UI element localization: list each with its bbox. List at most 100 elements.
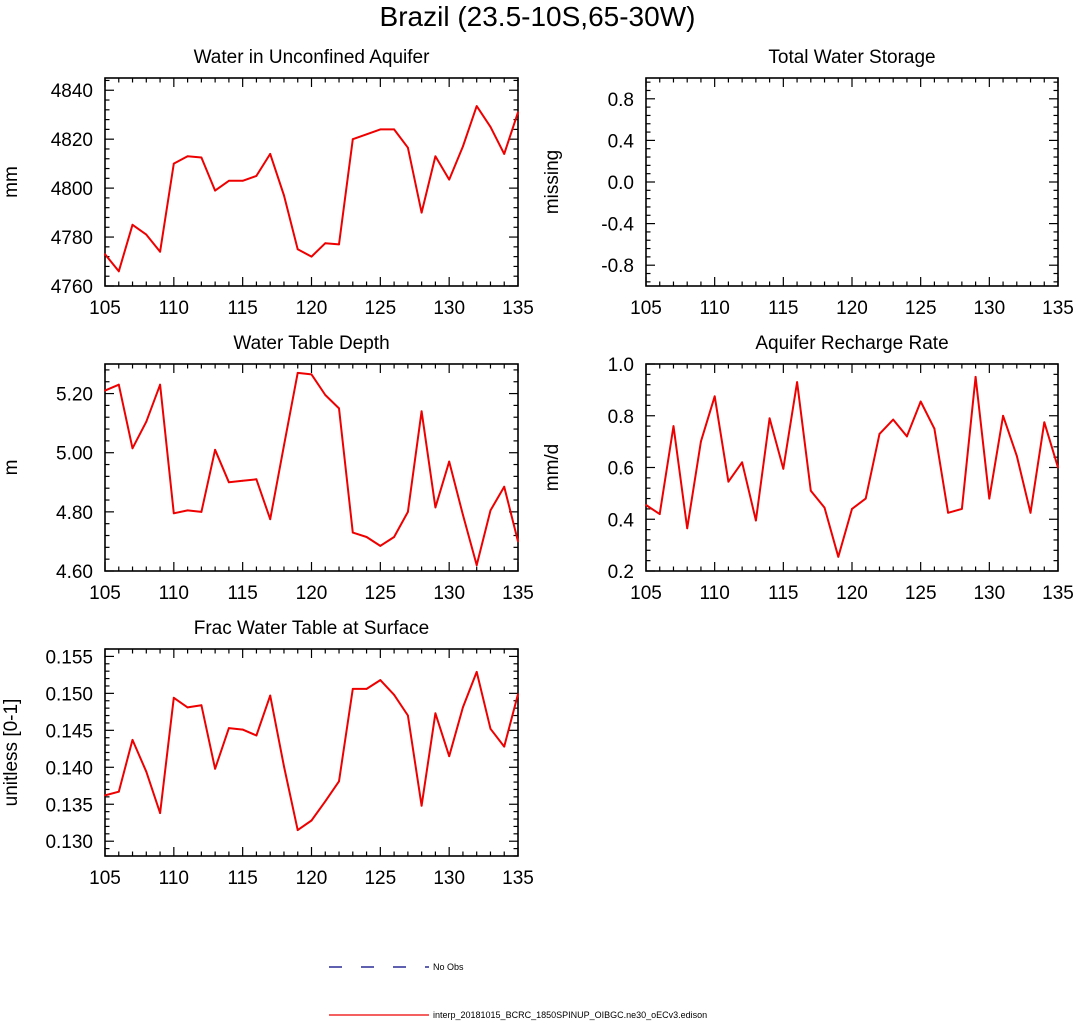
data-point — [517, 540, 519, 543]
data-point — [851, 508, 853, 510]
data-point — [186, 155, 189, 158]
y-tick-label: 0.4 — [608, 510, 635, 531]
panel-aquifer-recharge-rate: Aquifer Recharge Rate mm/d 105 110 115 120 125… — [542, 333, 1074, 604]
data-point — [919, 400, 922, 403]
legend-model-label: interp_20181015_BCRC_1850SPINUP_OIBGC.ne… — [433, 1010, 707, 1020]
data-point — [104, 794, 106, 797]
x-tick-label: 105 — [89, 583, 121, 604]
data-point — [1029, 511, 1032, 514]
plot-frame — [104, 363, 519, 572]
data-point — [117, 383, 120, 386]
data-point — [269, 694, 272, 697]
data-point — [241, 728, 244, 731]
data-point — [796, 381, 798, 384]
plot-title: Water Table Depth — [233, 333, 389, 354]
data-point — [448, 755, 451, 758]
data-point — [324, 394, 327, 396]
y-tick-label: 0.155 — [45, 647, 93, 668]
x-tick-label: 120 — [296, 298, 328, 319]
page-title: Brazil (23.5-10S,65-30W) — [379, 1, 696, 32]
x-tick-label: 115 — [228, 583, 258, 604]
y-tick-label: 0.135 — [45, 795, 93, 816]
x-tick-label: 125 — [364, 583, 396, 604]
legend: No Obs interp_20181015_BCRC_1850SPINUP_O… — [329, 962, 707, 1020]
data-point — [159, 383, 161, 386]
y-axis-label: unitless [0-1] — [1, 699, 22, 807]
x-tick-label: 125 — [364, 298, 396, 319]
x-tick-label: 105 — [630, 298, 662, 319]
data-point — [241, 479, 244, 482]
data-point — [988, 497, 991, 500]
data-point — [489, 509, 492, 512]
y-tick-label: 0.8 — [608, 90, 634, 111]
data-point — [324, 800, 327, 803]
data-point — [475, 564, 478, 566]
series-line-water-table-depth — [104, 371, 519, 567]
data-point — [324, 242, 327, 245]
data-point — [200, 156, 203, 159]
data-point — [379, 679, 382, 681]
x-tick-label: 115 — [228, 298, 258, 319]
data-point — [296, 829, 299, 832]
data-point — [475, 105, 478, 108]
data-point — [475, 671, 478, 673]
data-point — [462, 513, 464, 516]
x-tick-label: 130 — [973, 298, 1005, 319]
x-tick-label: 135 — [502, 868, 534, 889]
data-point — [145, 770, 148, 773]
data-point — [434, 155, 437, 158]
data-point — [406, 146, 409, 149]
data-point — [420, 804, 423, 807]
x-tick-label: 105 — [630, 583, 662, 604]
y-tick-label: 0.150 — [45, 684, 93, 705]
data-point — [906, 435, 908, 438]
panel-total-water-storage: Total Water Storage missing 105 110 115 120 12… — [542, 47, 1074, 319]
y-tick-label: 4800 — [51, 179, 93, 200]
data-point — [462, 706, 464, 709]
data-point — [214, 189, 217, 192]
x-tick-label: 130 — [433, 868, 465, 889]
data-point — [159, 812, 161, 815]
data-point — [393, 693, 395, 696]
y-tick-label: 0.2 — [608, 562, 634, 583]
plot-title: Water in Unconfined Aquifer — [194, 47, 431, 68]
data-point — [255, 174, 258, 177]
x-tick-label: 110 — [700, 583, 730, 604]
y-tick-label: 5.00 — [56, 444, 93, 465]
x-tick-label: 135 — [1042, 298, 1074, 319]
data-point — [379, 128, 382, 131]
data-point — [172, 162, 175, 165]
data-point — [104, 389, 106, 392]
data-point — [700, 440, 702, 443]
x-tick-label: 105 — [89, 298, 121, 319]
y-tick-label: 1.0 — [608, 355, 634, 376]
data-point — [338, 243, 340, 246]
data-point — [145, 233, 148, 236]
y-axis-label: missing — [542, 150, 563, 214]
data-point — [172, 696, 175, 699]
data-point — [255, 478, 258, 481]
x-tick-label: 115 — [768, 583, 798, 604]
y-tick-label: 5.20 — [56, 385, 93, 406]
data-point — [145, 420, 148, 423]
data-point — [406, 714, 409, 717]
data-point — [878, 432, 881, 435]
x-tick-label: 115 — [228, 868, 258, 889]
x-tick-label: 125 — [905, 298, 937, 319]
data-point — [462, 145, 464, 148]
data-point — [974, 376, 977, 378]
data-point — [283, 765, 285, 768]
series-line-water-in-unconfined-aquifer — [104, 105, 519, 273]
data-point — [310, 373, 313, 376]
data-point — [255, 734, 258, 737]
data-point — [727, 480, 730, 483]
data-point — [351, 531, 354, 534]
data-point — [434, 506, 437, 509]
data-point — [269, 518, 272, 521]
data-point — [823, 506, 826, 509]
y-tick-label: 4780 — [51, 228, 93, 249]
panel-water-in-unconfined-aquifer: Water in Unconfined Aquifer mm 105 110 115 12… — [1, 47, 534, 319]
data-point — [351, 138, 354, 141]
x-tick-label: 135 — [1042, 583, 1074, 604]
